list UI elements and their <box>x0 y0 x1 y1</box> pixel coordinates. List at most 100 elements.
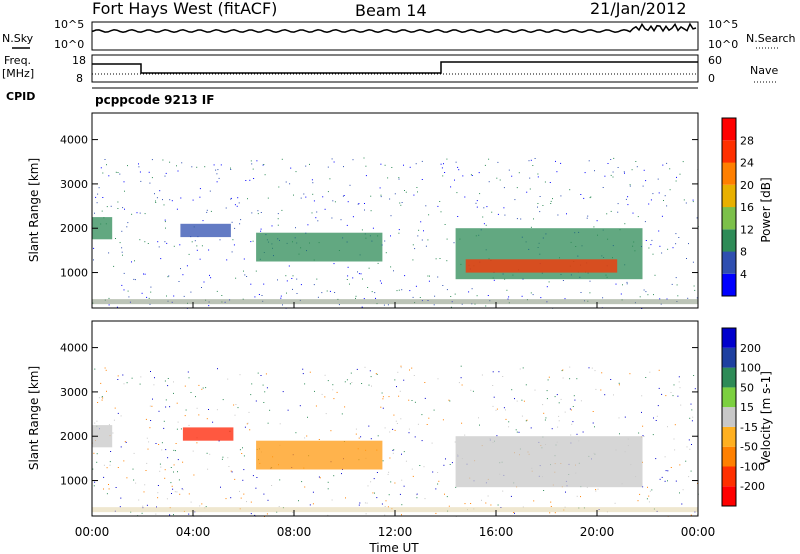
scatter-point <box>421 414 423 416</box>
scatter-point <box>674 449 676 451</box>
radar-title: Fort Hays West (fitACF) <box>92 0 277 18</box>
scatter-point <box>692 199 694 201</box>
scatter-point <box>542 205 544 206</box>
scatter-point <box>309 504 311 506</box>
scatter-point <box>652 193 654 195</box>
scatter-point <box>365 175 367 177</box>
colorbar-cell <box>722 207 736 230</box>
scatter-point <box>492 385 494 386</box>
scatter-point <box>138 166 140 168</box>
scatter-point <box>582 431 584 433</box>
scatter-point <box>277 279 278 281</box>
scatter-point <box>493 396 495 398</box>
scatter-point <box>309 163 310 165</box>
scatter-point <box>462 175 464 177</box>
scatter-point <box>415 163 417 165</box>
scatter-point <box>165 406 167 408</box>
scatter-point <box>404 275 406 277</box>
scatter-point <box>133 479 135 481</box>
scatter-point <box>583 197 585 199</box>
scatter-point <box>648 247 650 249</box>
scatter-point <box>435 512 437 514</box>
scatter-point <box>411 367 413 369</box>
scatter-point <box>383 304 385 306</box>
scatter-point <box>171 485 173 487</box>
scatter-point <box>650 244 652 246</box>
scatter-point <box>550 200 552 202</box>
scatter-point <box>444 224 446 225</box>
scatter-point <box>196 245 198 247</box>
scatter-point <box>412 259 414 261</box>
scatter-point <box>416 187 418 188</box>
scatter-point <box>690 514 692 516</box>
scatter-point <box>334 292 336 293</box>
scatter-point <box>543 490 545 491</box>
scatter-point <box>613 157 615 159</box>
scatter-point <box>205 506 207 508</box>
scatter-point <box>421 160 423 162</box>
velocity-colorbar-label: Velocity [m s-1] <box>759 371 773 465</box>
scatter-point <box>217 368 218 370</box>
scatter-point <box>569 366 571 368</box>
scatter-point <box>454 293 456 295</box>
scatter-point <box>157 485 159 486</box>
scatter-point <box>685 202 687 204</box>
scatter-point <box>256 477 258 478</box>
scatter-point <box>117 467 119 468</box>
scatter-point <box>190 392 192 393</box>
scatter-point <box>497 161 499 163</box>
scatter-point <box>525 420 527 422</box>
scatter-point <box>162 199 163 201</box>
scatter-point <box>676 284 678 286</box>
scatter-point <box>377 262 379 264</box>
scatter-point <box>419 465 421 466</box>
scatter-point <box>573 395 575 397</box>
scatter-point <box>408 428 410 430</box>
scatter-point <box>454 179 455 181</box>
scatter-point <box>376 497 378 499</box>
scatter-point <box>468 291 470 293</box>
scatter-point <box>151 177 153 179</box>
scatter-point <box>96 453 98 455</box>
scatter-point <box>287 409 289 411</box>
scatter-point <box>662 164 664 166</box>
scatter-point <box>618 384 620 386</box>
scatter-point <box>437 205 439 207</box>
scatter-point <box>162 159 164 161</box>
scatter-point <box>322 196 324 198</box>
scatter-point <box>150 286 152 288</box>
scatter-point <box>683 199 685 201</box>
scatter-point <box>570 409 572 411</box>
scatter-point <box>267 499 269 501</box>
scatter-point <box>364 502 366 504</box>
scatter-point <box>157 492 159 494</box>
scatter-point <box>513 512 515 513</box>
scatter-point <box>572 406 574 407</box>
scatter-point <box>505 418 507 420</box>
scatter-point <box>580 194 582 195</box>
scatter-point <box>186 265 188 267</box>
scatter-point <box>532 165 534 166</box>
scatter-point <box>117 379 119 380</box>
scatter-point <box>652 434 654 436</box>
scatter-point <box>257 213 259 215</box>
scatter-point <box>590 196 592 198</box>
scatter-point <box>576 378 578 380</box>
scatter-point <box>495 409 497 411</box>
scatter-point <box>672 247 674 249</box>
scatter-point <box>653 294 654 296</box>
scatter-point <box>681 503 683 505</box>
scatter-point <box>188 424 190 426</box>
scatter-point <box>209 274 210 276</box>
scatter-point <box>209 453 211 455</box>
scatter-point <box>164 241 166 243</box>
xtick-label: 12:00 <box>378 525 413 539</box>
scatter-point <box>688 476 690 478</box>
scatter-point <box>696 297 698 299</box>
scatter-point <box>405 460 407 462</box>
scatter-point <box>238 202 240 204</box>
scatter-point <box>384 514 386 516</box>
scatter-point <box>352 159 354 161</box>
scatter-point <box>235 277 237 279</box>
scatter-point <box>145 470 147 471</box>
